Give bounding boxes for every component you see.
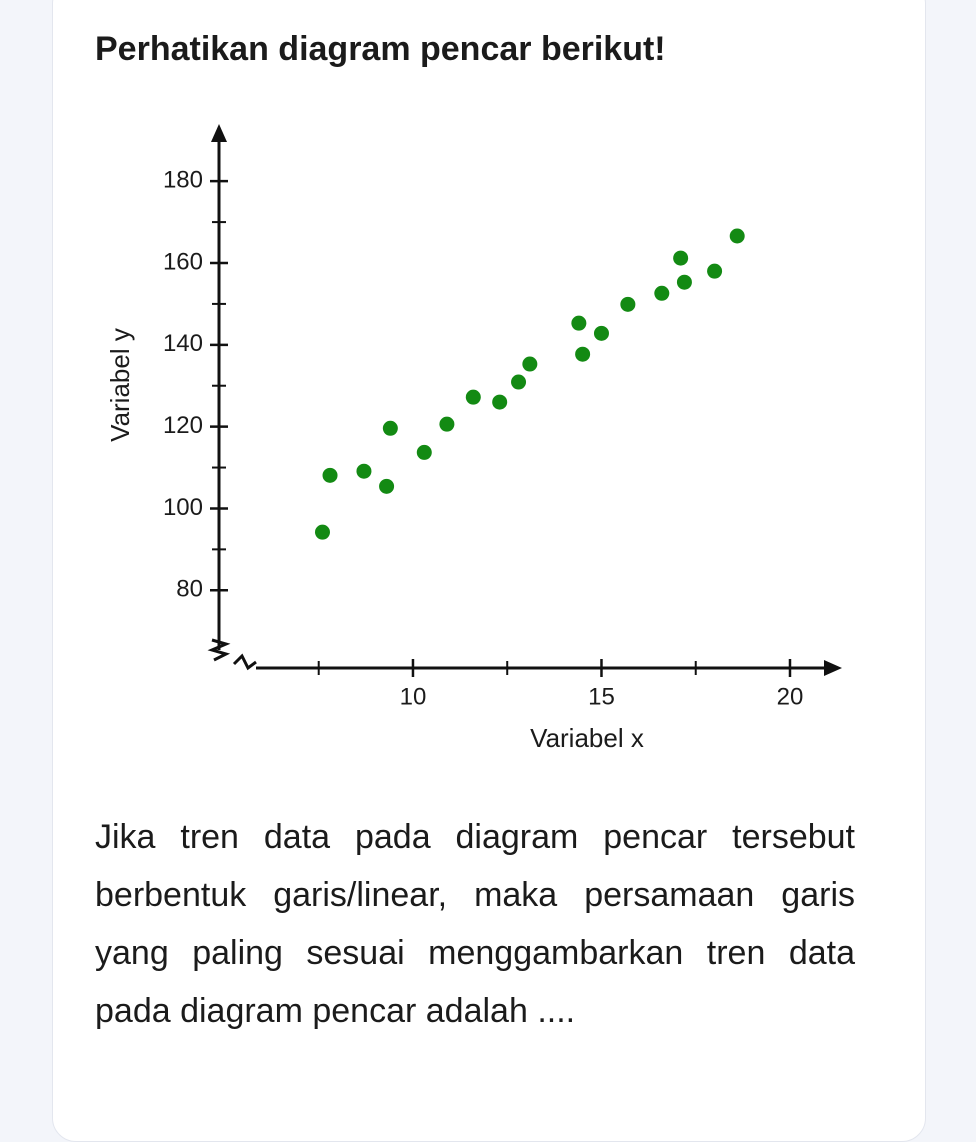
axis-break	[207, 638, 257, 671]
data-point	[379, 478, 395, 494]
data-point	[322, 467, 338, 483]
y-tick-label: 80	[176, 576, 203, 603]
data-point	[356, 463, 372, 479]
y-tick-label: 160	[163, 248, 203, 275]
y-tick-label: 140	[163, 330, 203, 357]
data-point	[382, 420, 398, 436]
question-text: Jika tren data pada diagram pencar terse…	[95, 818, 855, 1030]
data-point	[571, 315, 587, 331]
data-point	[673, 250, 689, 266]
data-point	[593, 325, 609, 341]
data-point	[465, 389, 481, 405]
data-point	[439, 416, 455, 432]
chart: Variabel x Variabel y 80 100 120 140 160 180 1…	[105, 124, 842, 753]
x-axis-label: Variabel x	[530, 723, 644, 753]
question-card	[52, 0, 926, 1142]
question-title: Perhatikan diagram pencar berikut!	[95, 30, 666, 68]
y-tick-label: 180	[163, 167, 203, 194]
data-point	[511, 374, 527, 390]
x-tick-label: 15	[588, 683, 615, 710]
y-tick-label: 100	[163, 494, 203, 521]
data-point	[729, 228, 745, 244]
data-point	[416, 444, 432, 460]
y-axis-label: Variabel y	[105, 328, 135, 442]
x-axis-arrow	[824, 660, 842, 676]
data-point	[654, 285, 670, 301]
data-point	[492, 394, 508, 410]
data-point	[575, 346, 591, 362]
data-point	[676, 274, 692, 290]
x-tick-label: 10	[400, 683, 427, 710]
data-point	[522, 356, 538, 372]
y-axis-arrow	[211, 124, 227, 142]
data-point	[314, 524, 330, 540]
data-point	[707, 263, 723, 279]
data-point	[620, 296, 636, 312]
y-tick-label: 120	[163, 412, 203, 439]
x-tick-label: 20	[777, 683, 804, 710]
